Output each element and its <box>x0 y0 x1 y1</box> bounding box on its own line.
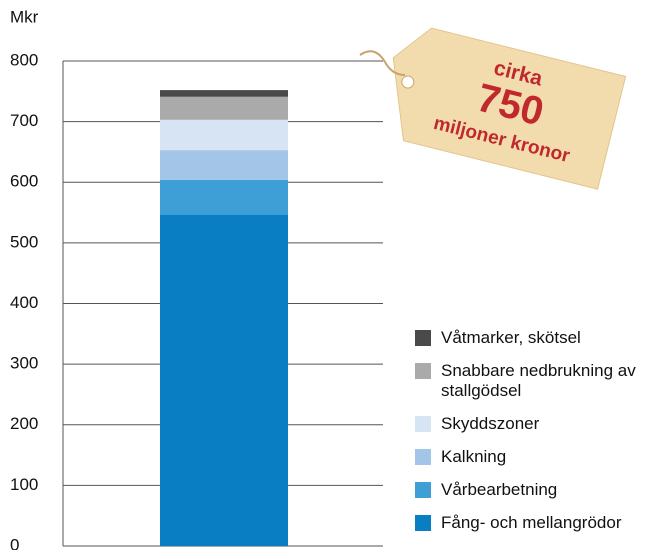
bar-segment <box>160 215 288 546</box>
price-tag: cirka 750 miljoner kronor <box>374 21 625 189</box>
y-axis-label: Mkr <box>10 7 39 26</box>
legend-swatch <box>415 515 431 531</box>
legend: Våtmarker, skötsel Snabbare nedbrukning a… <box>415 328 655 546</box>
y-tick-label: 0 <box>10 535 19 550</box>
y-tick-label: 400 <box>10 293 38 312</box>
legend-label: Snabbare nedbrukning av stallgödsel <box>441 361 655 401</box>
legend-entry: Vårbearbetning <box>415 480 655 500</box>
legend-entry: Våtmarker, skötsel <box>415 328 655 348</box>
y-tick-label: 100 <box>10 475 38 494</box>
y-tick-label: 500 <box>10 232 38 251</box>
y-tick-label: 200 <box>10 414 38 433</box>
bar-segment <box>160 90 288 97</box>
y-tick-label: 300 <box>10 354 38 373</box>
legend-entry: Fång- och mellangrödor <box>415 513 655 533</box>
bar-segment <box>160 150 288 180</box>
legend-swatch <box>415 482 431 498</box>
legend-swatch <box>415 330 431 346</box>
legend-swatch <box>415 416 431 432</box>
legend-entry: Snabbare nedbrukning av stallgödsel <box>415 361 655 401</box>
y-tick-label: 700 <box>10 111 38 130</box>
legend-entry: Skyddszoner <box>415 414 655 434</box>
legend-entry: Kalkning <box>415 447 655 467</box>
legend-label: Våtmarker, skötsel <box>441 328 581 348</box>
legend-label: Kalkning <box>441 447 506 467</box>
legend-swatch <box>415 363 431 379</box>
y-tick-label: 800 <box>10 50 38 69</box>
legend-label: Vårbearbetning <box>441 480 557 500</box>
y-tick-label: 600 <box>10 172 38 191</box>
legend-label: Skyddszoner <box>441 414 539 434</box>
legend-label: Fång- och mellangrödor <box>441 513 621 533</box>
legend-swatch <box>415 449 431 465</box>
page: Mkr 0 100 200 300 400 500 600 700 800 cirka 750 … <box>0 0 655 550</box>
bar-segment <box>160 120 288 150</box>
bar-segment <box>160 180 288 215</box>
bar-segment <box>160 97 288 120</box>
